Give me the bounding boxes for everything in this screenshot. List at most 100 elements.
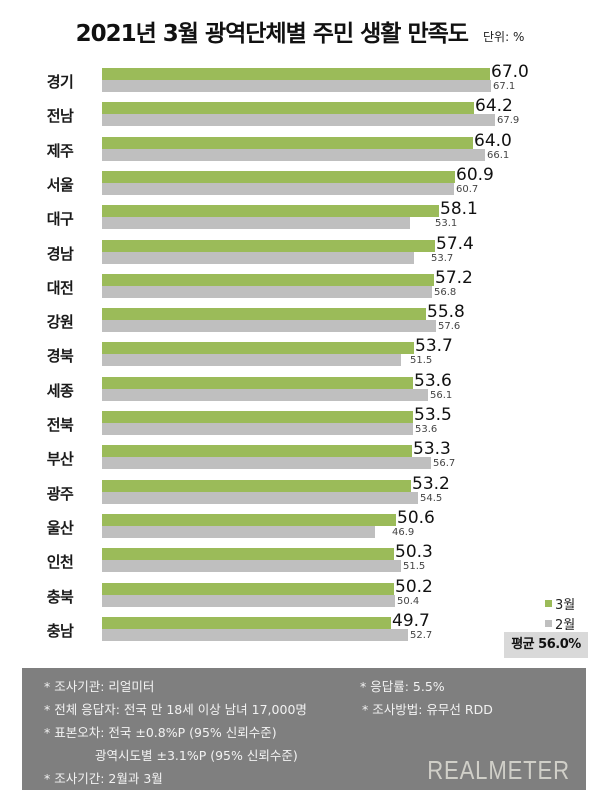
value-february: 50.4 (397, 595, 420, 607)
chart-row: 경남 57.4 53.7 (0, 234, 600, 270)
legend-swatch-mar (545, 599, 552, 607)
bar-february (102, 423, 413, 435)
average-badge: 평균 56.0% (504, 632, 588, 658)
chart-row: 경북 53.7 51.5 (0, 336, 600, 372)
value-march: 60.9 (456, 164, 494, 185)
bar-march (102, 376, 413, 389)
bar-february (102, 560, 401, 573)
region-label: 부산 (46, 450, 74, 469)
value-february: 56.8 (434, 286, 457, 298)
value-february: 51.5 (403, 561, 426, 573)
value-march: 64.2 (475, 96, 513, 117)
value-february: 66.1 (487, 149, 510, 161)
bar-february (102, 182, 454, 195)
chart-row: 울산 50.6 46.9 (0, 508, 600, 544)
bar-february (102, 354, 401, 367)
survey-error-national: * 표본오차: 전국 ±0.8%P (95% 신뢰수준) (44, 725, 277, 740)
bar-march (102, 616, 391, 629)
bar-march (102, 170, 455, 183)
region-label: 경북 (46, 347, 74, 366)
bar-february (102, 457, 431, 470)
value-february: 51.5 (410, 355, 433, 367)
bar-february (102, 320, 436, 333)
survey-respondents: * 전체 응답자: 전국 만 18세 이상 남녀 17,000명 (44, 702, 307, 717)
value-february: 56.1 (430, 389, 453, 401)
chart-row: 부산 53.3 56.7 (0, 439, 600, 475)
bar-february (102, 114, 495, 127)
chart-row: 제주 64.0 66.1 (0, 131, 600, 167)
region-label: 세종 (46, 381, 74, 400)
chart-row: 대구 58.1 53.1 (0, 199, 600, 235)
value-february: 46.9 (392, 526, 415, 538)
bar-february (102, 525, 375, 538)
chart-row: 인천 50.3 51.5 (0, 542, 600, 578)
legend-item-feb: 2월 (545, 613, 575, 633)
value-march: 50.2 (395, 576, 433, 597)
region-label: 제주 (46, 141, 74, 160)
value-february: 54.5 (420, 492, 443, 504)
bar-march (102, 68, 490, 80)
region-label: 인천 (46, 553, 74, 572)
region-label: 전남 (46, 107, 74, 126)
bar-march (102, 205, 439, 218)
bar-march (102, 582, 394, 595)
region-label: 서울 (46, 175, 74, 194)
value-march: 53.7 (415, 336, 453, 357)
chart-row: 서울 60.9 60.7 (0, 165, 600, 201)
bar-february (102, 80, 491, 92)
value-march: 57.4 (436, 233, 474, 254)
value-march: 64.0 (474, 130, 512, 151)
bar-march (102, 308, 426, 321)
value-february: 52.7 (410, 629, 433, 641)
chart-title-block: 2021년 3월 광역단체별 주민 생활 만족도 단위: % (0, 14, 600, 48)
value-march: 49.7 (392, 610, 430, 631)
value-march: 53.5 (414, 405, 452, 425)
survey-response-rate: * 응답률: 5.5% (360, 679, 445, 694)
bar-march (102, 445, 412, 458)
chart-row: 전북 53.5 53.6 (0, 405, 600, 441)
bar-february (102, 491, 418, 504)
value-march: 53.2 (412, 473, 450, 494)
region-label: 대구 (46, 210, 74, 229)
value-february: 57.6 (438, 321, 461, 333)
region-label: 충남 (46, 621, 74, 640)
value-march: 57.2 (435, 267, 473, 288)
legend-label-feb: 2월 (555, 617, 576, 633)
value-february: 56.7 (433, 458, 456, 470)
value-march: 55.8 (427, 302, 465, 323)
survey-method: * 조사방법: 유무선 RDD (362, 702, 493, 717)
value-march: 58.1 (440, 199, 478, 220)
value-february: 67.1 (493, 81, 516, 92)
region-label: 광주 (46, 484, 74, 503)
bar-chart: 경기 67.0 67.1 전남 64.2 67.9 제주 64.0 66.1 서울 60.9 60.7… (0, 62, 600, 647)
legend-label-mar: 3월 (555, 597, 576, 613)
region-label: 대전 (46, 278, 74, 297)
bar-february (102, 388, 428, 401)
region-label: 강원 (46, 313, 74, 332)
chart-row: 대전 57.2 56.8 (0, 268, 600, 304)
chart-row: 충북 50.2 50.4 (0, 577, 600, 613)
survey-info-panel: * 조사기관: 리얼미터 * 전체 응답자: 전국 만 18세 이상 남녀 17… (22, 668, 586, 790)
chart-row: 광주 53.2 54.5 (0, 474, 600, 510)
value-march: 53.3 (413, 439, 451, 460)
bar-march (102, 479, 411, 492)
value-march: 50.6 (397, 507, 435, 528)
bar-february (102, 594, 395, 607)
chart-row: 세종 53.6 56.1 (0, 371, 600, 407)
value-february: 53.6 (415, 424, 438, 435)
bar-march (102, 513, 396, 526)
bar-february (102, 217, 410, 230)
region-label: 경남 (46, 244, 74, 263)
bar-march (102, 411, 413, 423)
chart-row: 강원 55.8 57.6 (0, 302, 600, 338)
chart-row: 충남 49.7 52.7 (0, 611, 600, 647)
survey-period: * 조사기간: 2월과 3월 (44, 771, 163, 786)
chart-row: 전남 64.2 67.9 (0, 96, 600, 132)
bar-february (102, 251, 414, 264)
value-march: 53.6 (414, 370, 452, 391)
legend-item-mar: 3월 (545, 593, 575, 613)
bar-march (102, 102, 474, 115)
region-label: 충북 (46, 587, 74, 606)
value-february: 60.7 (456, 183, 479, 195)
survey-agency: * 조사기관: 리얼미터 (44, 679, 155, 694)
